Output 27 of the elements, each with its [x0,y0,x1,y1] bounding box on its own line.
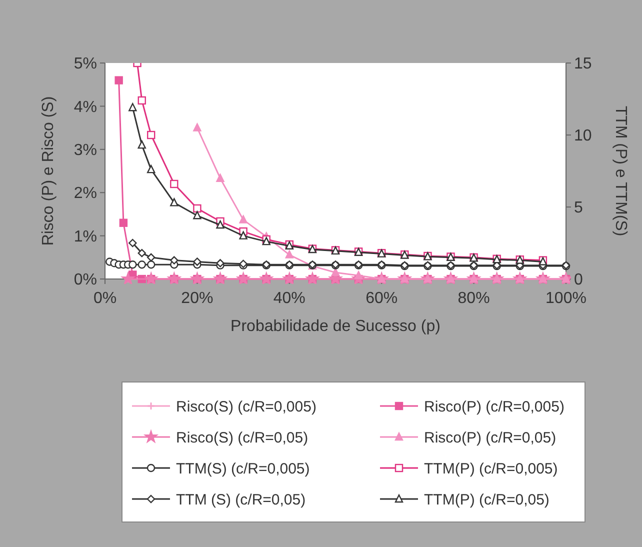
legend-label: Risco(P) (c/R=0,05) [424,429,556,446]
y-axis-title: Risco (P) e Risco (S) [40,96,57,246]
x-tick-label: 80% [458,290,490,307]
y-tick-label: 3% [74,142,97,159]
y-tick-label: 5% [74,56,97,73]
x-tick-label: 20% [181,290,214,307]
legend-label: TTM(P) (c/R=0,005) [424,460,558,478]
legend-label: Risco(P) (c/R=0,005) [424,398,564,416]
y-tick-label: 1% [74,228,97,246]
legend-label: Risco(S) (c/R=0,05) [176,429,308,446]
x-tick-label: 60% [366,290,398,307]
x-tick-label: 40% [273,290,306,307]
x-tick-label: 0% [93,290,117,307]
y-tick-label: 4% [74,98,97,116]
y2-axis-title: TTM (P) e TTM(S) [612,106,629,236]
x-axis-title: Probabilidade de Sucesso (p) [230,318,440,335]
legend-label: TTM (S) (c/R=0,05) [176,491,306,508]
legend-label: TTM(P) (c/R=0,05) [424,491,550,508]
y2-tick-label: 15 [574,56,592,73]
y-tick-label: 0% [74,272,97,289]
x-tick-label: 100% [546,290,586,307]
y-tick-label: 2% [74,185,97,202]
legend-label: TTM(S) (c/R=0,005) [176,460,310,478]
y2-tick-label: 0 [574,272,583,289]
legend-label: Risco(S) (c/R=0,005) [176,398,316,416]
y2-tick-label: 10 [574,128,592,145]
y2-tick-label: 5 [574,200,583,217]
